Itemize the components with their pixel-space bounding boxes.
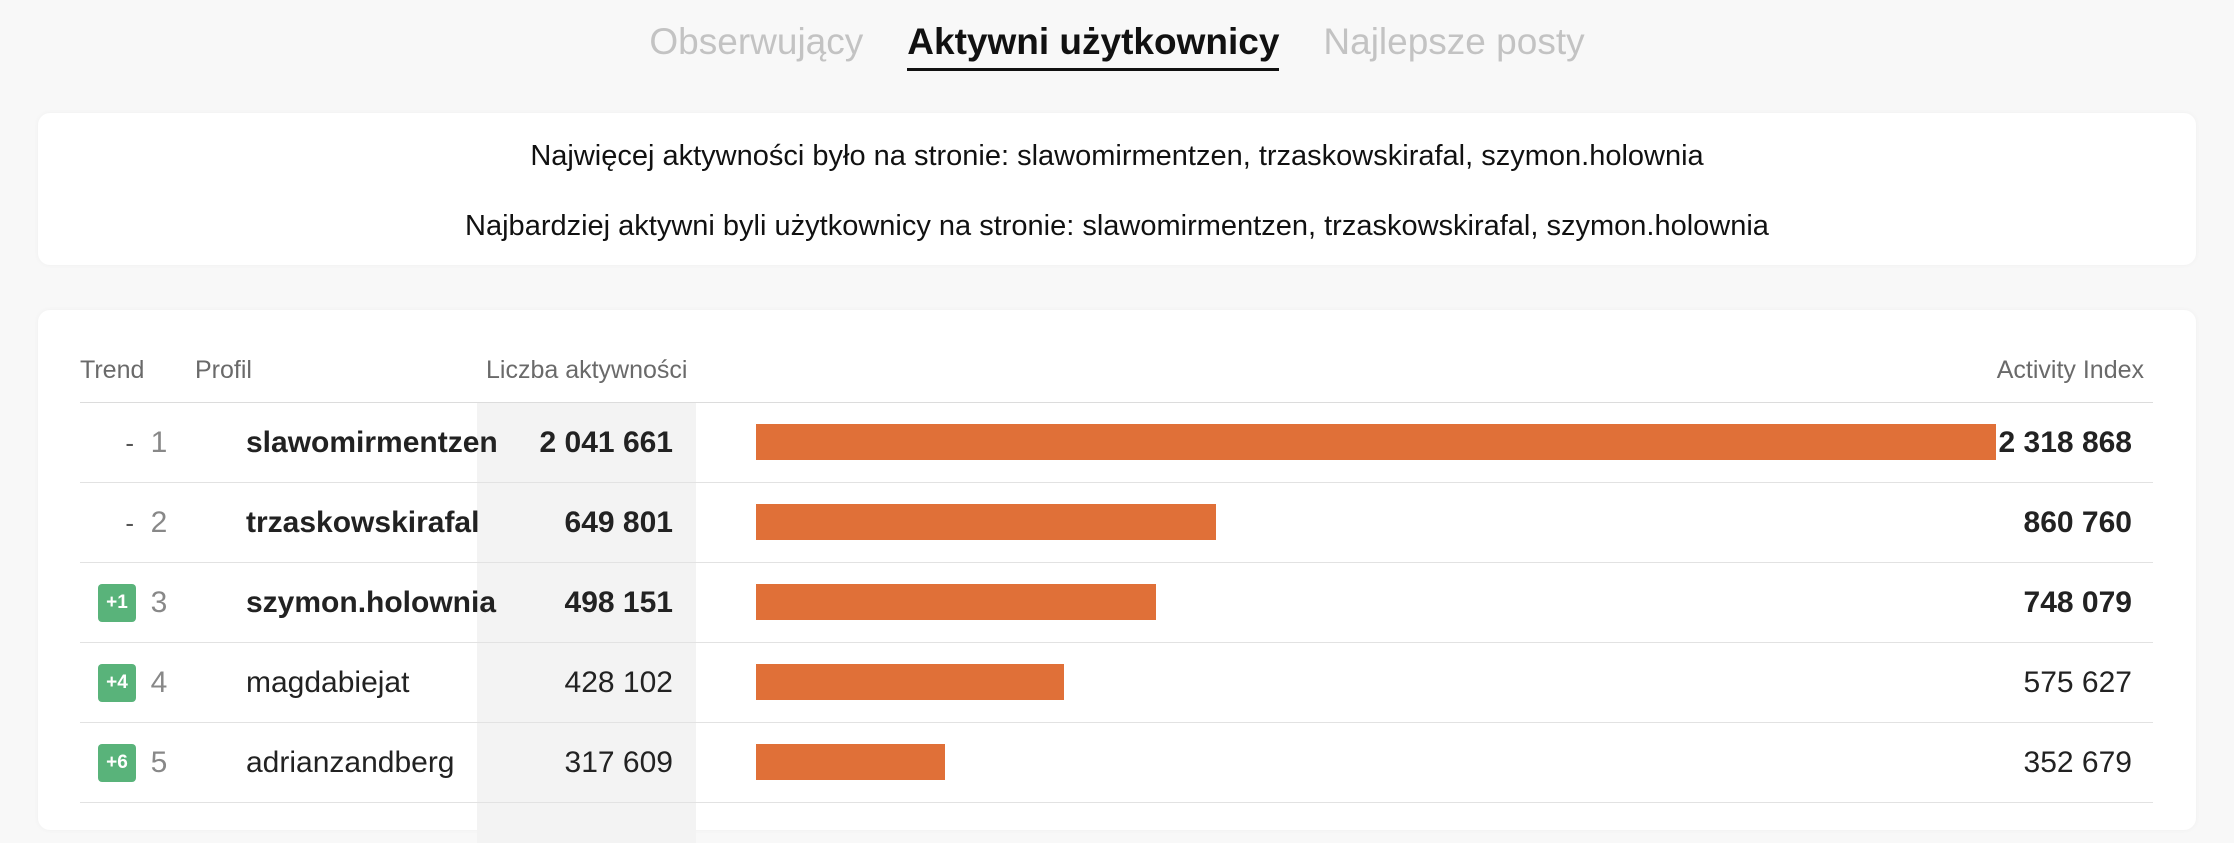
- activity-bar-track: [756, 744, 1996, 780]
- header-divider: [80, 402, 2153, 403]
- activity-count: 649 801: [564, 506, 673, 539]
- table-row[interactable]: -2 trzaskowskirafal 649 801 860 760: [80, 483, 2153, 563]
- column-header-activity-count[interactable]: Liczba aktywności: [486, 356, 688, 384]
- activity-index-value: 2 318 868: [1998, 426, 2132, 459]
- trend-unchanged: -: [125, 507, 134, 538]
- count-column-highlight: [477, 403, 696, 843]
- profile-name-link[interactable]: slawomirmentzen: [246, 426, 498, 459]
- profile-name-link[interactable]: adrianzandberg: [246, 746, 455, 779]
- trend-unchanged: -: [125, 427, 134, 458]
- profile-name-link[interactable]: magdabiejat: [246, 666, 410, 699]
- tab-active-users[interactable]: Aktywni użytkownicy: [907, 20, 1280, 71]
- activity-bar-track: [756, 504, 1996, 540]
- activity-bar-track: [756, 424, 1996, 460]
- column-header-profile[interactable]: Profil: [195, 356, 252, 384]
- activity-index-bar: [756, 664, 1064, 700]
- trend-indicator: -: [80, 483, 136, 563]
- profile-name-link[interactable]: szymon.holownia: [246, 586, 497, 619]
- tab-top-posts[interactable]: Najlepsze posty: [1323, 21, 1585, 62]
- rank-number: 3: [150, 586, 168, 619]
- activity-count: 317 609: [564, 746, 673, 779]
- activity-table-card: Trend Profil Liczba aktywności Activity …: [38, 310, 2196, 843]
- trend-badge: +6: [98, 744, 136, 782]
- table-row[interactable]: -1 slawomirmentzen 2 041 661 2 318 868: [80, 403, 2153, 483]
- trend-indicator: +1: [80, 563, 136, 643]
- activity-index-value: 748 079: [2023, 586, 2132, 619]
- rank-number: 1: [150, 426, 168, 459]
- activity-index-bar: [756, 584, 1156, 620]
- summary-most-active-users: Najbardziej aktywni byli użytkownicy na …: [465, 210, 1769, 242]
- activity-index-bar: [756, 424, 1996, 460]
- rank-number: 4: [150, 666, 168, 699]
- trend-badge: +4: [98, 664, 136, 702]
- activity-index-value: 575 627: [2023, 666, 2132, 699]
- activity-bar-track: [756, 584, 1996, 620]
- activity-index-value: 860 760: [2023, 506, 2132, 539]
- rank-number: 2: [150, 506, 168, 539]
- summary-panel: Najwięcej aktywności było na stronie: sl…: [38, 113, 2196, 265]
- summary-most-activity: Najwięcej aktywności było na stronie: sl…: [530, 140, 1704, 172]
- tab-followers[interactable]: Obserwujący: [649, 21, 864, 62]
- table-row[interactable]: +4 4 magdabiejat 428 102 575 627: [80, 643, 2153, 723]
- table-row[interactable]: +6 5 adrianzandberg 317 609 352 679: [80, 723, 2153, 803]
- profile-name-link[interactable]: trzaskowskirafal: [246, 506, 480, 539]
- activity-index-bar: [756, 744, 945, 780]
- activity-index-value: 352 679: [2023, 746, 2132, 779]
- activity-count: 428 102: [564, 666, 673, 699]
- activity-count: 2 041 661: [539, 426, 673, 459]
- column-header-activity-index[interactable]: Activity Index: [1996, 356, 2144, 384]
- rank-number: 5: [150, 746, 168, 779]
- column-header-trend[interactable]: Trend: [80, 356, 145, 384]
- trend-indicator: +4: [80, 643, 136, 723]
- trend-badge: +1: [98, 584, 136, 622]
- activity-index-bar: [756, 504, 1216, 540]
- activity-bar-track: [756, 664, 1996, 700]
- trend-indicator: +6: [80, 723, 136, 803]
- trend-indicator: -: [80, 403, 136, 483]
- table-body: -1 slawomirmentzen 2 041 661 2 318 868-2 trz…: [80, 403, 2153, 803]
- table-row[interactable]: +1 3 szymon.holownia 498 151 748 079: [80, 563, 2153, 643]
- activity-count: 498 151: [564, 586, 673, 619]
- tab-bar: Obserwujący Aktywni użytkownicy Najlepsz…: [0, 0, 2234, 90]
